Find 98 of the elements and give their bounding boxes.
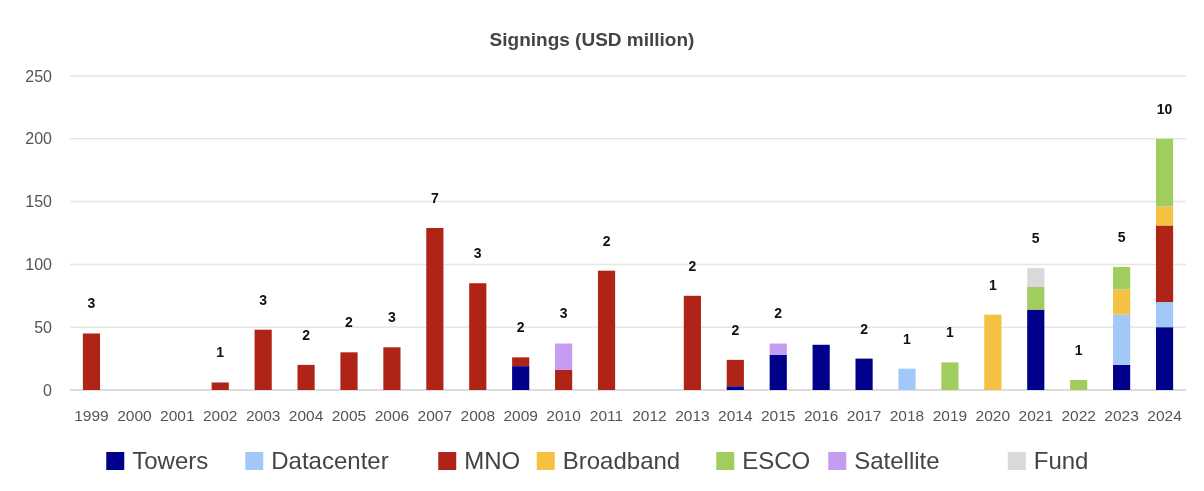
x-tick-label: 2010 bbox=[546, 407, 582, 424]
x-tick-label: 2016 bbox=[803, 407, 839, 424]
annotation: 7 bbox=[430, 189, 439, 206]
annotation: 2 bbox=[302, 326, 311, 343]
bar bbox=[1027, 309, 1045, 390]
annotation: 1 bbox=[216, 344, 225, 361]
annotation: 2 bbox=[345, 314, 354, 331]
bar bbox=[1155, 206, 1174, 226]
x-tick-label: 2001 bbox=[160, 407, 195, 424]
x-tick-label: 2011 bbox=[589, 407, 624, 424]
annotation: 2 bbox=[860, 320, 869, 337]
annotation: 1 bbox=[946, 324, 955, 341]
annotation: 3 bbox=[259, 291, 268, 308]
bar bbox=[1027, 268, 1045, 288]
bar bbox=[941, 362, 959, 390]
x-tick-label: 2024 bbox=[1147, 407, 1183, 424]
bar bbox=[984, 314, 1002, 390]
annotation: 3 bbox=[473, 245, 482, 262]
y-tick-label: 50 bbox=[34, 318, 53, 336]
bar bbox=[1113, 314, 1131, 365]
bar bbox=[898, 368, 916, 390]
x-tick-label: 2005 bbox=[331, 407, 367, 424]
bar bbox=[1113, 266, 1131, 290]
bar bbox=[683, 295, 701, 390]
bar bbox=[1113, 289, 1131, 315]
x-tick-label: 2015 bbox=[760, 407, 796, 424]
bar bbox=[297, 364, 315, 390]
x-tick-label: 2017 bbox=[846, 407, 882, 424]
legend-label: Datacenter bbox=[271, 447, 389, 475]
x-tick-label: 2009 bbox=[503, 407, 538, 424]
x-tick-label: 2020 bbox=[975, 407, 1011, 424]
chart-title: Signings (USD million) bbox=[489, 29, 695, 50]
x-tick-label: 2006 bbox=[374, 407, 410, 424]
legend-label: Satellite bbox=[854, 447, 940, 475]
annotation: 2 bbox=[516, 319, 525, 336]
bar bbox=[1155, 302, 1174, 328]
x-tick-label: 2014 bbox=[718, 407, 753, 424]
annotation: 3 bbox=[388, 309, 397, 326]
x-tick-label: 2021 bbox=[1018, 407, 1054, 424]
bar bbox=[855, 358, 873, 390]
bar bbox=[383, 347, 401, 390]
bar bbox=[1113, 364, 1131, 390]
bar bbox=[469, 283, 487, 390]
bar bbox=[1155, 327, 1174, 390]
bar bbox=[426, 227, 444, 390]
annotation: 3 bbox=[87, 295, 96, 312]
bar bbox=[1070, 379, 1088, 390]
bar bbox=[726, 359, 744, 387]
y-tick-label: 200 bbox=[25, 130, 53, 148]
annotation: 3 bbox=[559, 305, 568, 322]
x-tick-label: 2012 bbox=[632, 407, 667, 424]
x-tick-label: 1999 bbox=[74, 407, 109, 424]
x-tick-label: 2000 bbox=[117, 407, 152, 424]
x-tick-label: 2018 bbox=[889, 407, 925, 424]
bar bbox=[1155, 138, 1174, 207]
x-tick-label: 2019 bbox=[932, 407, 968, 424]
annotation: 2 bbox=[731, 321, 740, 338]
bar bbox=[769, 354, 787, 390]
bar bbox=[512, 366, 530, 390]
legend-label: ESCO bbox=[742, 447, 811, 475]
bar bbox=[555, 369, 573, 390]
legend-label: MNO bbox=[464, 447, 521, 475]
legend-label: Towers bbox=[132, 447, 209, 475]
y-tick-label: 150 bbox=[25, 193, 53, 211]
annotation: 10 bbox=[1156, 100, 1173, 117]
bar bbox=[812, 344, 830, 390]
bar bbox=[769, 343, 787, 355]
x-tick-label: 2007 bbox=[417, 407, 453, 424]
x-tick-label: 2004 bbox=[288, 407, 324, 424]
legend-label: Fund bbox=[1033, 447, 1089, 475]
annotation: 1 bbox=[903, 330, 912, 347]
annotation: 5 bbox=[1031, 230, 1040, 247]
annotation: 2 bbox=[774, 305, 783, 322]
bar bbox=[211, 382, 229, 390]
annotation: 5 bbox=[1117, 228, 1126, 245]
x-tick-label: 2002 bbox=[202, 407, 238, 424]
bar bbox=[340, 352, 358, 390]
bar bbox=[1027, 287, 1045, 310]
y-tick-label: 0 bbox=[43, 381, 53, 399]
annotation: 1 bbox=[988, 276, 997, 293]
annotation: 2 bbox=[688, 257, 697, 274]
x-tick-label: 2008 bbox=[460, 407, 496, 424]
x-tick-label: 2023 bbox=[1104, 407, 1139, 424]
bar bbox=[1155, 225, 1174, 303]
bar bbox=[555, 343, 573, 370]
y-tick-label: 250 bbox=[25, 67, 53, 85]
bar bbox=[254, 329, 272, 390]
bar bbox=[512, 357, 530, 367]
x-tick-label: 2022 bbox=[1061, 407, 1096, 424]
y-tick-label: 100 bbox=[25, 256, 53, 273]
bar bbox=[82, 333, 101, 390]
legend-label: Broadband bbox=[562, 447, 681, 475]
x-tick-label: 2013 bbox=[675, 407, 710, 424]
bar bbox=[597, 270, 616, 390]
annotation: 1 bbox=[1074, 341, 1083, 358]
annotation: 2 bbox=[602, 232, 611, 249]
bar bbox=[726, 386, 744, 390]
x-tick-label: 2003 bbox=[245, 407, 281, 424]
